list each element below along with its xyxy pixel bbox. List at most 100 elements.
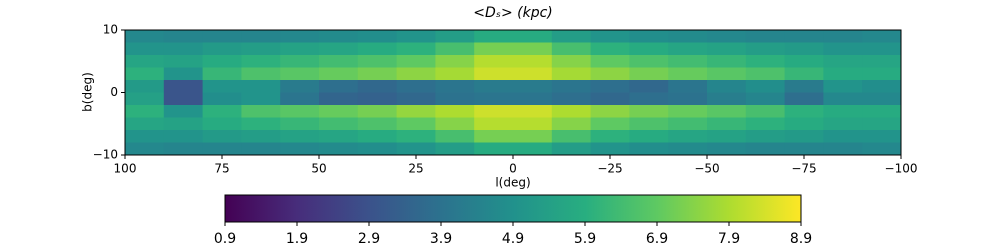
heatmap-cell [319, 142, 359, 156]
heatmap-cell [629, 142, 669, 156]
y-tick-label: −10 [93, 148, 118, 162]
heatmap-cell [202, 117, 242, 131]
heatmap-cell [241, 55, 281, 68]
heatmap-cell [474, 67, 514, 81]
heatmap-cell [862, 142, 902, 156]
heatmap-cell [668, 105, 708, 118]
heatmap-cell [435, 105, 475, 118]
heatmap-cell [707, 105, 747, 118]
colorbar-tick-label: 0.9 [214, 231, 236, 247]
heatmap-cell [590, 105, 630, 118]
x-tick-label: 0 [509, 162, 517, 176]
heatmap-cell [784, 142, 824, 156]
heatmap-cell [551, 67, 592, 81]
heatmap-cell [513, 55, 553, 68]
heatmap-cell [280, 80, 320, 93]
heatmap-cell [396, 42, 436, 56]
heatmap-cell [590, 130, 630, 143]
x-tick-label: 75 [214, 162, 229, 176]
heatmap-cell [435, 42, 475, 56]
heatmap-cell [125, 55, 165, 68]
heatmap-cell [357, 42, 398, 56]
heatmap-cell [862, 55, 902, 68]
heatmap-cell [629, 42, 669, 56]
heatmap-cell [474, 92, 514, 106]
heatmap-cell [474, 105, 514, 118]
heatmap-cell [319, 55, 359, 68]
heatmap-cell [125, 80, 165, 93]
heatmap-cell [551, 42, 592, 56]
heatmap-cell [551, 117, 592, 131]
heatmap-cell [163, 80, 204, 93]
heatmap-cell [280, 30, 320, 43]
heatmap-cell [241, 67, 281, 81]
heatmap-cell [280, 130, 320, 143]
heatmap-cell [396, 55, 436, 68]
heatmap-cell [745, 67, 786, 81]
heatmap-cell [668, 30, 708, 43]
heatmap-cell [241, 30, 281, 43]
heatmap-cell [823, 130, 863, 143]
heatmap-cell [163, 55, 204, 68]
heatmap-cell [823, 55, 863, 68]
heatmap-cell [357, 67, 398, 81]
heatmap-cell [823, 142, 863, 156]
heatmap-cell [707, 117, 747, 131]
heatmap-cell [163, 142, 204, 156]
heatmap-cell [435, 67, 475, 81]
heatmap-cell [357, 30, 398, 43]
heatmap-cell [163, 42, 204, 56]
heatmap-cell [396, 80, 436, 93]
heatmap-cell [668, 80, 708, 93]
heatmap-cell [862, 67, 902, 81]
y-tick-label: 10 [103, 23, 118, 37]
heatmap-cell [784, 92, 824, 106]
heatmap-cell [823, 117, 863, 131]
x-tick-label: −25 [597, 162, 622, 176]
heatmap-cell [745, 130, 786, 143]
heatmap-cell [202, 42, 242, 56]
colorbar-tick-label: 5.9 [574, 231, 596, 247]
heatmap-cell [590, 142, 630, 156]
heatmap-cell [125, 92, 165, 106]
heatmap-cell [357, 117, 398, 131]
heatmap-cell [319, 42, 359, 56]
heatmap-cell [163, 105, 204, 118]
colorbar-tick-label: 7.9 [718, 231, 740, 247]
heatmap-cell [513, 142, 553, 156]
heatmap-cell [202, 130, 242, 143]
heatmap-cell [823, 92, 863, 106]
heatmap-cell [125, 67, 165, 81]
heatmap-cell [435, 80, 475, 93]
heatmap-cell [357, 142, 398, 156]
heatmap-cell [357, 105, 398, 118]
heatmap-cell [163, 92, 204, 106]
heatmap-cell [241, 80, 281, 93]
heatmap-cell [319, 130, 359, 143]
heatmap-cell [784, 42, 824, 56]
heatmap-cell [163, 67, 204, 81]
heatmap-cell [357, 55, 398, 68]
heatmap-cell [745, 92, 786, 106]
heatmap-cell [707, 67, 747, 81]
heatmap-cell [396, 30, 436, 43]
colorbar [224, 194, 802, 223]
heatmap-cell [823, 42, 863, 56]
heatmap-cell [396, 67, 436, 81]
heatmap-cell [280, 142, 320, 156]
heatmap-cell [241, 130, 281, 143]
heatmap-cell [202, 105, 242, 118]
heatmap-cell [668, 67, 708, 81]
heatmap-cell [280, 105, 320, 118]
heatmap-cell [629, 30, 669, 43]
heatmap-cell [474, 55, 514, 68]
heatmap-cell [784, 117, 824, 131]
heatmap-cell [862, 92, 902, 106]
heatmap-cell [745, 55, 786, 68]
heatmap-cell [668, 142, 708, 156]
heatmap-cell [590, 55, 630, 68]
heatmap-cell [629, 130, 669, 143]
heatmap-cell [319, 80, 359, 93]
heatmap-cell [823, 67, 863, 81]
heatmap-cell [551, 55, 592, 68]
